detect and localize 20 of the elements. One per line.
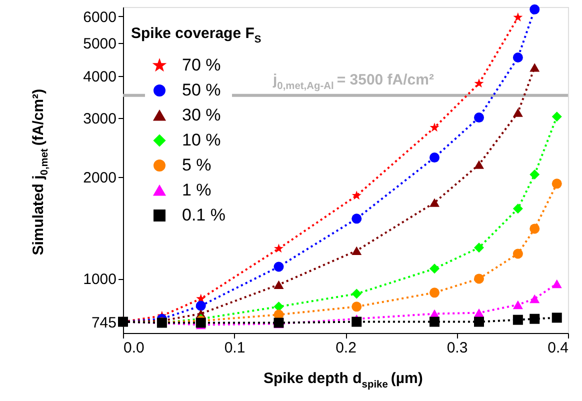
legend-label: 30 % [182, 106, 221, 124]
y-tick-label: 4000 [83, 68, 116, 86]
legend-label: 50 % [182, 80, 221, 100]
y-tick-label: 3000 [83, 110, 116, 128]
x-tick-label: 0.1 [224, 340, 246, 356]
y-axis-title: Simulated j0,met (fA/cm²) [30, 88, 50, 256]
y-tick-label: 1000 [83, 271, 116, 288]
x-tick-label: 0.4 [548, 340, 568, 356]
x-tick-label: 0.0 [124, 340, 144, 356]
y-tick-label: 745 [91, 314, 116, 332]
legend-label: 1 % [182, 180, 212, 200]
x-tick-label: 0.2 [336, 340, 356, 356]
legend-label: 10 % [182, 130, 221, 150]
y-tick-label: 2000 [83, 170, 116, 187]
legend-label: 5 % [182, 156, 212, 174]
y-tick-label: 6000 [83, 8, 116, 26]
y-tick-label: 5000 [83, 36, 116, 53]
legend-label: 0.1 % [182, 206, 226, 224]
x-tick-label: 0.3 [446, 340, 468, 356]
legend-label: 70 % [182, 56, 221, 74]
